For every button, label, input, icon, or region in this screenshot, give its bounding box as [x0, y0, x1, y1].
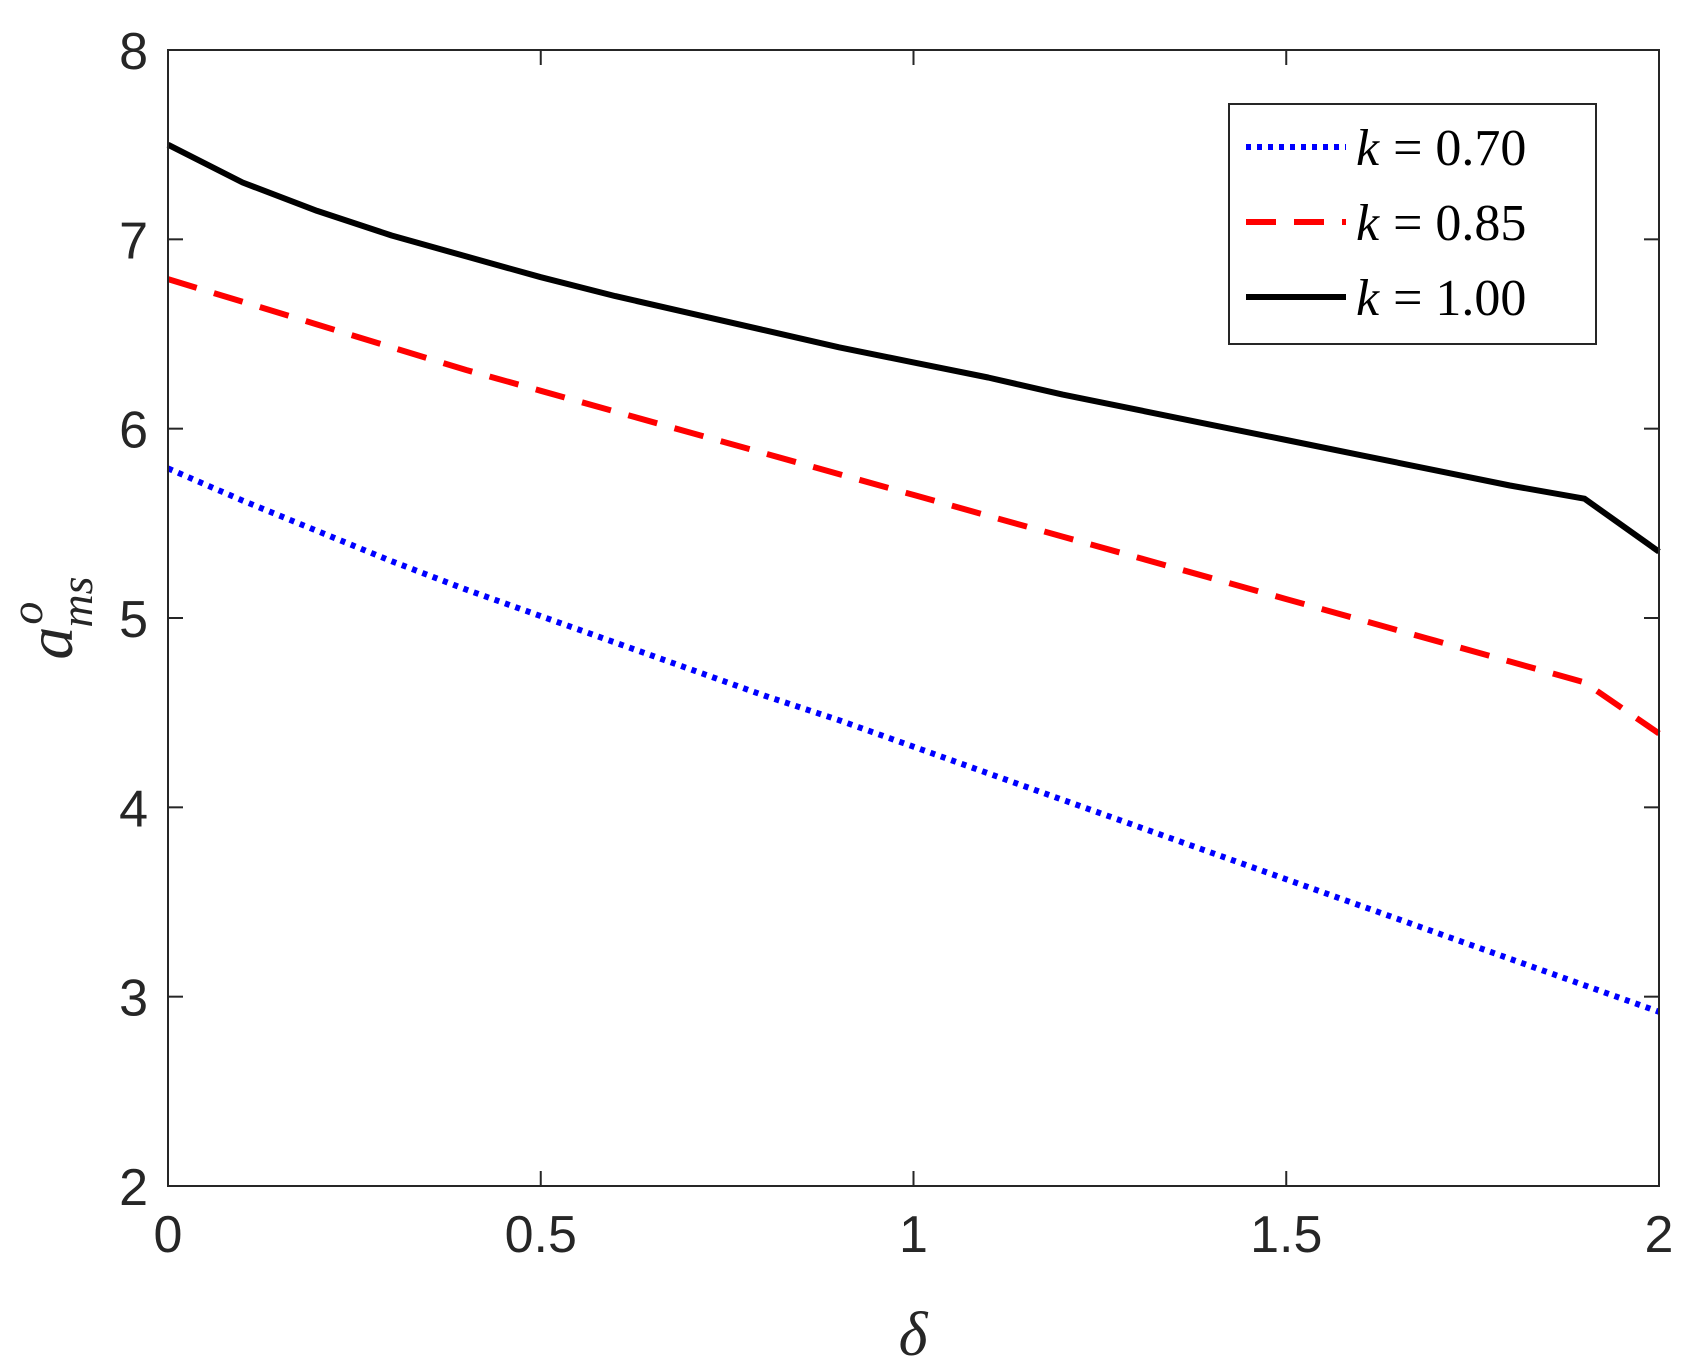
series-line-2: [167, 276, 1661, 736]
x-tick-label: 1.5: [1250, 1206, 1322, 1264]
y-tick-label: 3: [119, 970, 148, 1028]
y-axis-label-superscript: o: [1, 602, 52, 625]
y-tick-label: 5: [119, 591, 148, 649]
y-axis-label: aoms: [1, 576, 102, 659]
tick-layer: 0 0.5 1 1.5 2 2 3 4 5 6 7 8: [119, 23, 1673, 1264]
legend-label-3: k = 1.00: [1356, 270, 1526, 327]
y-tick-label: 7: [119, 212, 148, 270]
legend: k = 0.70 k = 0.85 k = 1.00: [1228, 103, 1597, 345]
legend-label-1: k = 0.70: [1356, 120, 1526, 177]
series-line-1: [166, 465, 1661, 1015]
svg-text:aoms: aoms: [1, 576, 102, 659]
y-axis-label-base: a: [14, 627, 87, 660]
y-tick-label: 6: [119, 402, 148, 460]
x-tick-label: 2: [1645, 1206, 1674, 1264]
y-tick-label: 2: [119, 1159, 148, 1217]
x-axis-label: δ: [899, 1301, 929, 1369]
legend-label-2: k = 0.85: [1356, 195, 1526, 252]
x-tick-label: 1: [899, 1206, 928, 1264]
x-tick-label: 0: [154, 1206, 183, 1264]
x-tick-label: 0.5: [505, 1206, 577, 1264]
y-tick-label: 8: [119, 23, 148, 81]
y-axis-label-subscript: ms: [51, 576, 102, 627]
y-tick-label: 4: [119, 780, 148, 838]
series-line-3: [166, 142, 1661, 555]
series-layer: [166, 142, 1661, 1015]
